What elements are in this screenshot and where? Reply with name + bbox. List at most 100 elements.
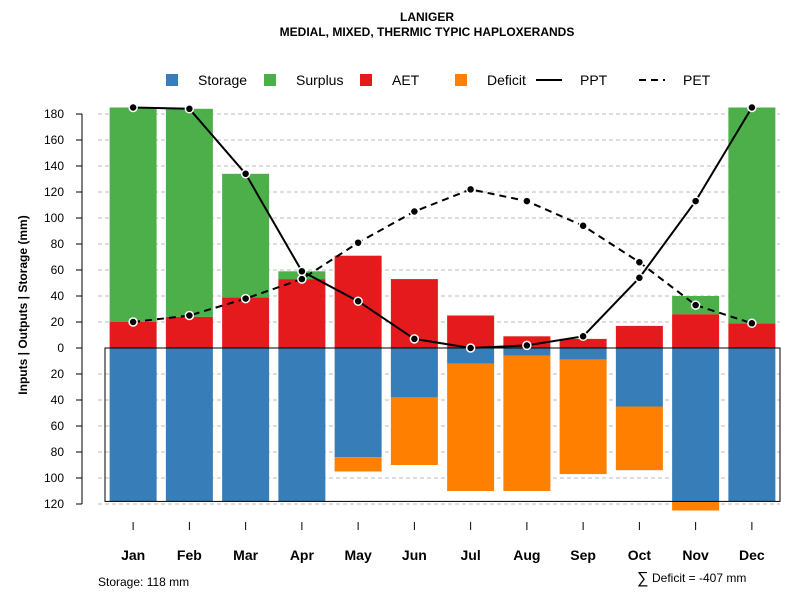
surplus-bar-dec (728, 107, 776, 324)
deficit-bar-may (334, 457, 382, 472)
ppt-line-point-nov (690, 196, 701, 206)
ppt-line-point-sep (578, 331, 588, 342)
aet-bar-nov (672, 314, 720, 348)
chart-subtitle: MEDIAL, MIXED, THERMIC TYPIC HAPLOXERAND… (280, 25, 575, 39)
y-tick-label-3: 120 (44, 185, 64, 199)
chart-title: LANIGER (400, 10, 454, 24)
storage-bar-feb (165, 348, 213, 502)
legend-swatch-storage (166, 74, 178, 86)
y-tick-label-14: 100 (44, 471, 64, 485)
ppt-line-point-dec (747, 102, 757, 113)
x-tick-label-may: May (345, 547, 372, 563)
deficit-bar-aug (503, 355, 551, 491)
y-tick-label-7: 40 (51, 289, 65, 303)
storage-bar-oct (615, 348, 663, 407)
pet-line-point-jun (409, 206, 420, 217)
storage-bar-aug (503, 348, 551, 356)
pet-line-point-may (353, 237, 363, 248)
ppt-line-point-jun (409, 334, 420, 344)
storage-bar-mar (222, 348, 270, 502)
legend-label-pet: PET (683, 72, 711, 88)
aet-bar-mar (222, 297, 270, 348)
x-tick-label-dec: Dec (739, 547, 765, 563)
deficit-bar-jul (447, 363, 495, 491)
x-tick-label-oct: Oct (628, 547, 652, 563)
storage-bar-dec (728, 348, 776, 502)
surplus-bar-mar (222, 173, 270, 298)
legend-label-aet: AET (392, 72, 420, 88)
legend-swatch-aet (360, 74, 372, 86)
ppt-line-point-aug (522, 340, 532, 351)
ppt-line-point-jan (128, 102, 138, 113)
pet-line-point-aug (522, 196, 532, 206)
sum-symbol: ∑ (637, 570, 648, 587)
y-tick-label-12: 60 (51, 419, 65, 433)
aet-bar-jul (447, 315, 495, 348)
y-tick-label-6: 60 (51, 263, 65, 277)
aet-bar-feb (165, 316, 213, 348)
pet-line-point-sep (578, 221, 588, 231)
storage-bar-sep (559, 348, 607, 360)
x-tick-label-nov: Nov (682, 547, 709, 563)
y-tick-label-2: 140 (44, 159, 64, 173)
storage-bar-may (334, 348, 382, 458)
pet-line-point-mar (240, 293, 251, 304)
y-tick-label-10: 20 (51, 367, 65, 381)
pet-line-point-oct (634, 257, 645, 267)
pet-line-point-dec (747, 318, 757, 329)
ppt-line (133, 106, 753, 350)
surplus-bar-feb (165, 108, 213, 317)
storage-bar-nov (672, 348, 720, 502)
y-tick-label-8: 20 (51, 315, 65, 329)
ppt-line-point-oct (634, 273, 645, 283)
deficit-note: Deficit = -407 mm (652, 571, 746, 585)
x-tick-label-mar: Mar (233, 547, 258, 563)
ppt-line-point-feb (184, 104, 195, 114)
storage-bar-jul (447, 348, 495, 364)
deficit-bar-jun (390, 397, 438, 465)
ppt-line-point-may (353, 296, 363, 306)
pet-line (133, 188, 753, 325)
y-tick-label-11: 40 (51, 393, 65, 407)
x-tick-label-aug: Aug (513, 547, 540, 563)
ppt-line-point-apr (297, 266, 307, 277)
x-tick-label-feb: Feb (177, 547, 202, 563)
y-tick-label-0: 180 (44, 107, 64, 121)
y-tick-label-1: 160 (44, 133, 64, 147)
aet-bar-sep (559, 338, 607, 348)
y-tick-label-9: 0 (57, 341, 64, 355)
y-tick-label-13: 80 (51, 445, 65, 459)
x-tick-label-jan: Jan (121, 547, 145, 563)
y-axis-label: Inputs | Outputs | Storage (mm) (16, 215, 30, 394)
storage-bar-jan (109, 348, 157, 502)
legend-label-surplus: Surplus (296, 72, 343, 88)
x-tick-label-jul: Jul (461, 547, 481, 563)
pet-line-point-apr (297, 274, 307, 284)
deficit-bar-nov (672, 501, 720, 511)
pet-line-point-jul (465, 184, 476, 195)
bars (104, 107, 781, 511)
ppt-line-point-jul (465, 343, 476, 353)
storage-bar-jun (390, 348, 438, 398)
x-tick-label-sep: Sep (570, 547, 596, 563)
aet-bar-oct (615, 325, 663, 348)
legend-swatch-surplus (264, 74, 276, 86)
y-tick-label-4: 100 (44, 211, 64, 225)
ppt-line-point-mar (240, 169, 251, 179)
pet-line-point-jan (128, 317, 138, 327)
legend-label-deficit: Deficit (487, 72, 526, 88)
series-lines (128, 102, 757, 353)
deficit-bar-sep (559, 359, 607, 475)
pet-line-point-nov (690, 300, 701, 310)
y-tick-label-5: 80 (51, 237, 65, 251)
deficit-bar-oct (615, 406, 663, 471)
x-tick-label-jun: Jun (402, 547, 427, 563)
legend: Storage Surplus AET Deficit PPT PET (166, 72, 711, 88)
x-tick-label-apr: Apr (290, 547, 315, 563)
surplus-bar-jan (109, 107, 157, 322)
legend-swatch-deficit (455, 74, 467, 86)
y-tick-label-15: 120 (44, 497, 64, 511)
legend-label-ppt: PPT (580, 72, 608, 88)
